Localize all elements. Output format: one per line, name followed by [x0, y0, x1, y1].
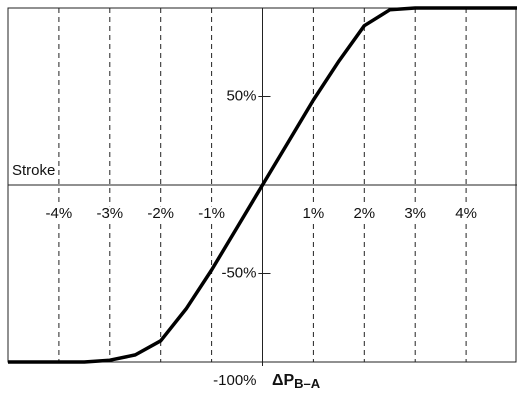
- x-tick-label: -1%: [198, 205, 225, 222]
- x-tick-label: 2%: [353, 205, 375, 222]
- x-axis-label: ΔPB–A: [272, 372, 321, 391]
- x-label-main: ΔP: [272, 372, 295, 389]
- y-tick-label: -50%: [221, 264, 256, 281]
- y-tick-label: -100%: [213, 372, 256, 389]
- x-tick-label: -3%: [96, 205, 123, 222]
- x-tick-label: -4%: [46, 205, 73, 222]
- curve: [8, 6, 517, 364]
- x-tick-label: 4%: [455, 205, 477, 222]
- x-tick-label: 1%: [303, 205, 325, 222]
- y-axis-label: Stroke: [12, 162, 55, 179]
- y-tick-label: 50%: [226, 87, 256, 104]
- x-label-sub: B–A: [294, 376, 321, 391]
- x-tick-label: -2%: [147, 205, 174, 222]
- x-tick-label: 3%: [404, 205, 426, 222]
